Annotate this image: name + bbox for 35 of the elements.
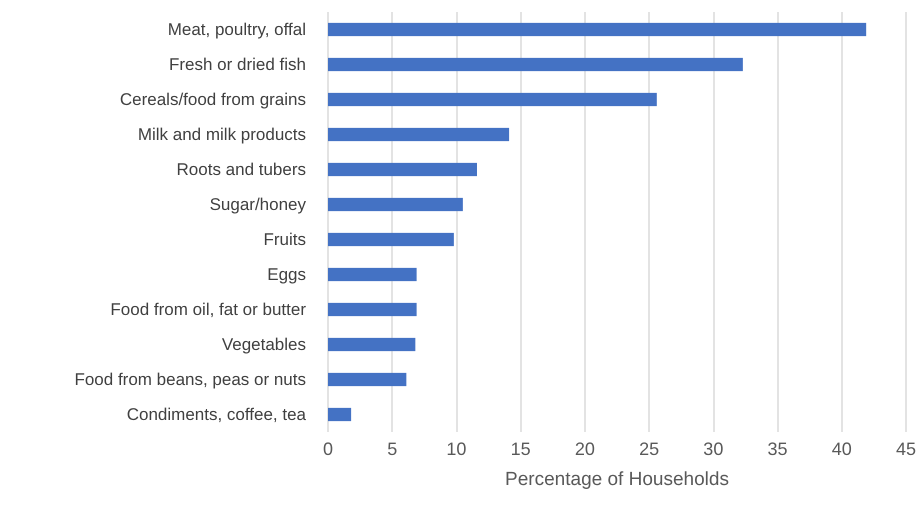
x-tick-label: 0 bbox=[322, 439, 334, 459]
bar bbox=[328, 162, 477, 176]
y-tick-label: Milk and milk products bbox=[138, 125, 306, 144]
x-tick-label: 10 bbox=[446, 439, 466, 459]
bar bbox=[328, 408, 352, 422]
bar bbox=[328, 268, 417, 282]
bar bbox=[328, 22, 866, 36]
bar bbox=[328, 372, 406, 386]
x-tick-label: 30 bbox=[703, 439, 724, 459]
x-axis-title: Percentage of Households bbox=[505, 469, 729, 490]
y-tick-label: Cereals/food from grains bbox=[120, 90, 306, 109]
y-tick-label: Fresh or dried fish bbox=[169, 55, 306, 74]
y-tick-label: Roots and tubers bbox=[176, 160, 306, 179]
bar bbox=[328, 92, 657, 106]
x-tick-label: 25 bbox=[639, 439, 660, 459]
y-tick-label: Fruits bbox=[264, 230, 306, 249]
bar bbox=[328, 128, 510, 142]
bar bbox=[328, 198, 463, 212]
x-tick-label: 5 bbox=[387, 439, 398, 459]
bar bbox=[328, 302, 417, 316]
bar bbox=[328, 338, 416, 352]
y-tick-label: Meat, poultry, offal bbox=[168, 20, 306, 39]
bar bbox=[328, 232, 454, 246]
y-tick-label: Sugar/honey bbox=[210, 195, 306, 214]
x-tick-label: 20 bbox=[574, 439, 595, 459]
x-tick-label: 35 bbox=[768, 439, 788, 459]
x-tick-label: 15 bbox=[510, 439, 531, 459]
y-tick-label: Food from beans, peas or nuts bbox=[74, 370, 306, 389]
bar bbox=[328, 58, 743, 72]
y-tick-label: Food from oil, fat or butter bbox=[110, 300, 306, 319]
y-tick-label: Eggs bbox=[267, 265, 306, 284]
y-tick-label: Vegetables bbox=[222, 335, 306, 354]
x-tick-label: 45 bbox=[896, 439, 916, 459]
x-tick-label: 40 bbox=[832, 439, 852, 459]
y-tick-label: Condiments, coffee, tea bbox=[126, 405, 307, 424]
